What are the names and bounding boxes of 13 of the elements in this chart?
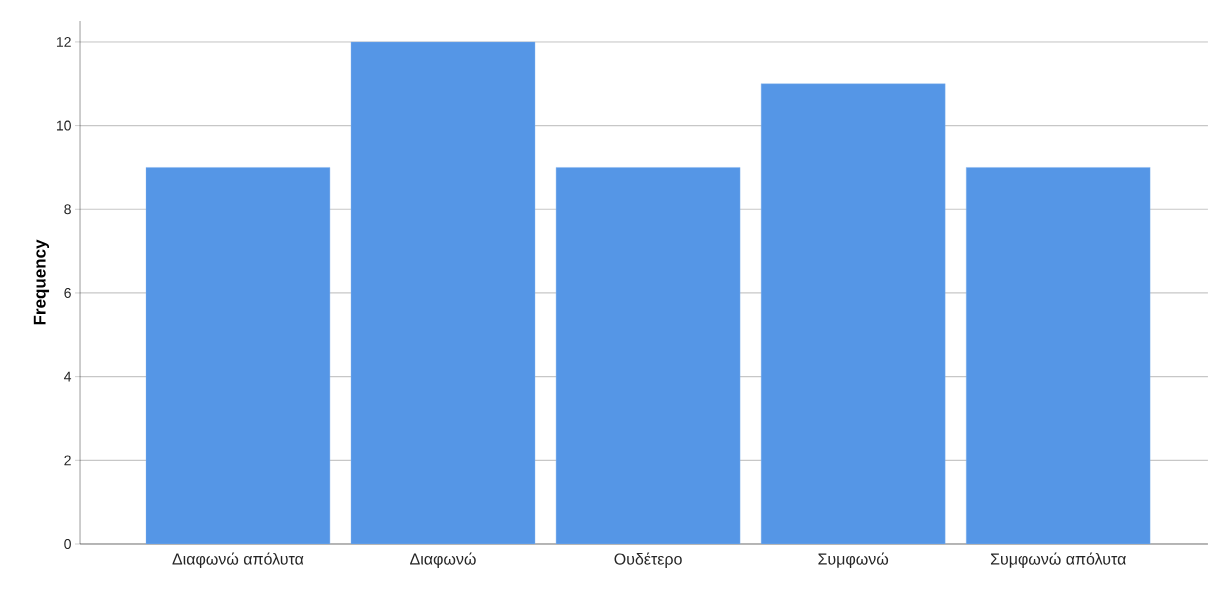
y-tick-label: 10 bbox=[56, 120, 71, 131]
x-tick-label: Συμφωνώ απόλυτα bbox=[990, 552, 1126, 568]
y-tick-label: 0 bbox=[64, 539, 71, 549]
y-tick-label: 8 bbox=[64, 204, 71, 215]
y-axis-title: Frequency bbox=[33, 239, 50, 325]
x-tick-label: Συμφωνώ bbox=[818, 552, 889, 568]
y-tick-label: 2 bbox=[64, 455, 71, 466]
x-tick-label: Διαφωνώ απόλυτα bbox=[172, 552, 304, 568]
y-tick-label: 12 bbox=[56, 37, 71, 47]
x-tick-label: Ουδέτερο bbox=[614, 552, 682, 568]
x-tick-label: Διαφωνώ bbox=[410, 552, 476, 568]
y-tick-label: 6 bbox=[64, 287, 71, 298]
y-tick-label: 4 bbox=[64, 371, 72, 382]
